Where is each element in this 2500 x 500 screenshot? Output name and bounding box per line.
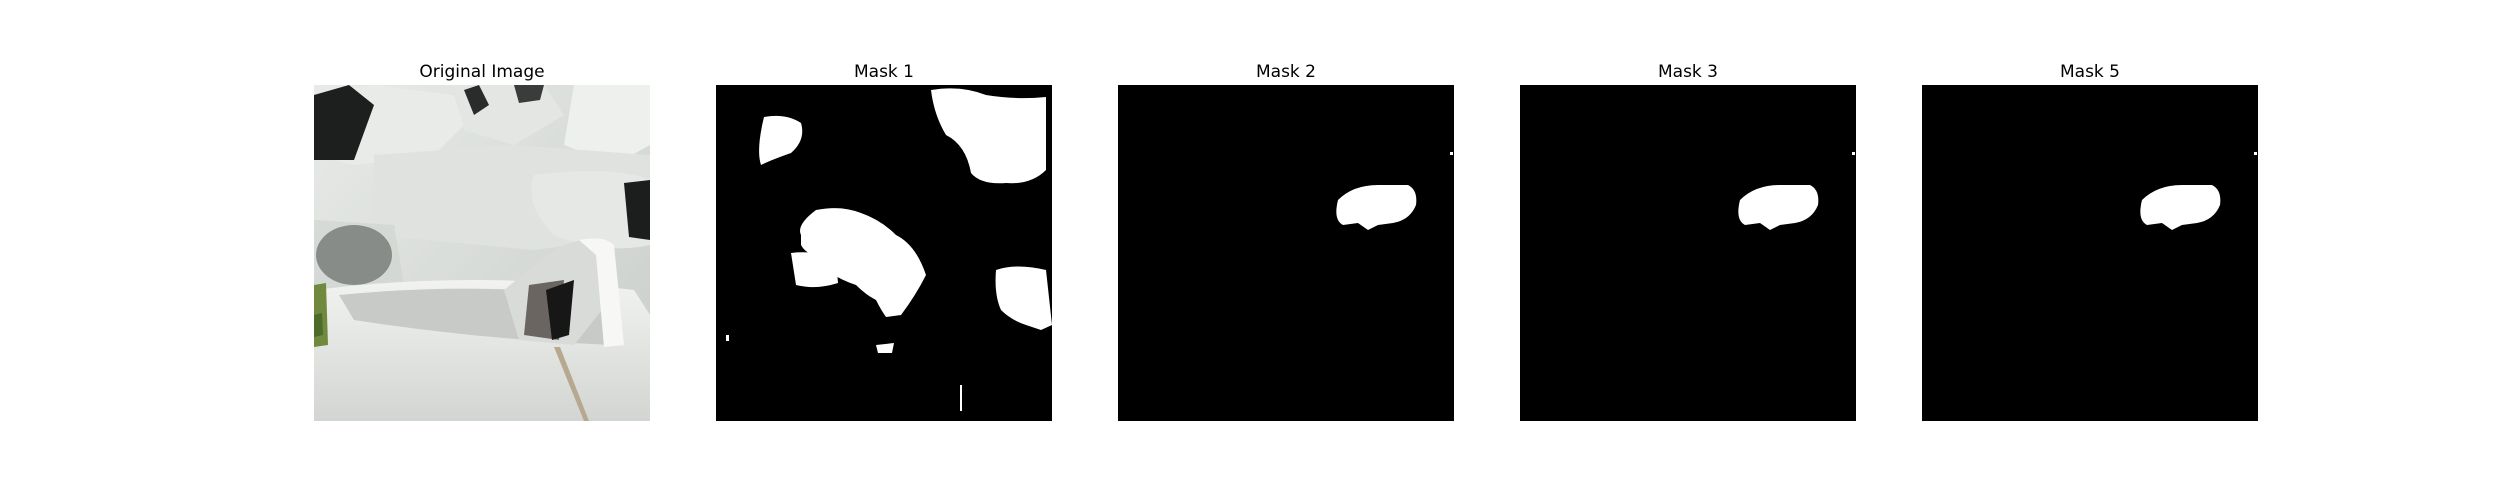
original-photo-render <box>314 85 650 421</box>
mask-3-image <box>1520 85 1856 421</box>
mask-blob <box>2254 152 2257 155</box>
panel-title: Mask 2 <box>1118 60 1454 84</box>
panel-title: Mask 3 <box>1520 60 1856 84</box>
mask-blob <box>960 385 962 411</box>
original-image <box>314 85 650 421</box>
mask-2-render <box>1118 85 1454 421</box>
mask-1-image <box>716 85 1052 421</box>
mask-2-image <box>1118 85 1454 421</box>
panel-title: Original Image <box>314 60 650 84</box>
panel-title: Mask 1 <box>716 60 1052 84</box>
panel-title: Mask 5 <box>1922 60 2258 84</box>
mask-5-image <box>1922 85 2258 421</box>
mask-1-render <box>716 85 1052 421</box>
mask-3-render <box>1520 85 1856 421</box>
mask-5-render <box>1922 85 2258 421</box>
mask-blob <box>1450 152 1453 155</box>
mask-blob <box>1852 152 1855 155</box>
mask-blob <box>726 335 729 341</box>
